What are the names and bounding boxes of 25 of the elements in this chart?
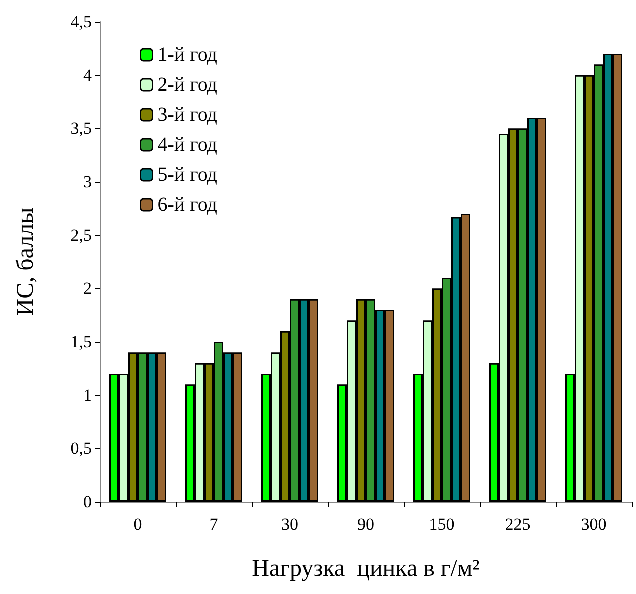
x-tick-label: 225: [505, 515, 531, 534]
x-tick-label: 30: [282, 515, 298, 534]
y-tick-label: 0,5: [70, 439, 92, 458]
y-tick-label: 4,5: [70, 12, 92, 32]
x-tick-label: 150: [429, 515, 455, 534]
legend-label: 6-й год: [158, 194, 218, 216]
x-tick-label: 0: [134, 515, 142, 534]
legend-label: 2-й год: [158, 74, 218, 96]
x-tick-label: 300: [581, 515, 607, 534]
x-tick-label: 90: [358, 515, 374, 534]
y-tick-label: 1,5: [70, 332, 92, 352]
y-tick-label: 4: [84, 66, 92, 85]
y-tick-label: 0: [84, 492, 92, 512]
y-tick-label: 3,5: [70, 119, 92, 138]
x-axis-title: Нагрузка цинка в г/м²: [252, 556, 480, 582]
legend-label: 3-й год: [158, 104, 218, 126]
y-tick-label: 3: [84, 172, 92, 192]
y-axis-title: ИС, баллы: [13, 208, 39, 316]
y-tick-label: 2,5: [70, 226, 92, 245]
x-tick-label: 7: [210, 515, 219, 534]
y-tick-label: 1: [84, 386, 92, 405]
legend-label: 5-й год: [158, 164, 218, 186]
y-tick-label: 2: [84, 279, 92, 298]
legend-label: 1-й год: [158, 44, 218, 66]
legend-label: 4-й год: [158, 134, 218, 156]
